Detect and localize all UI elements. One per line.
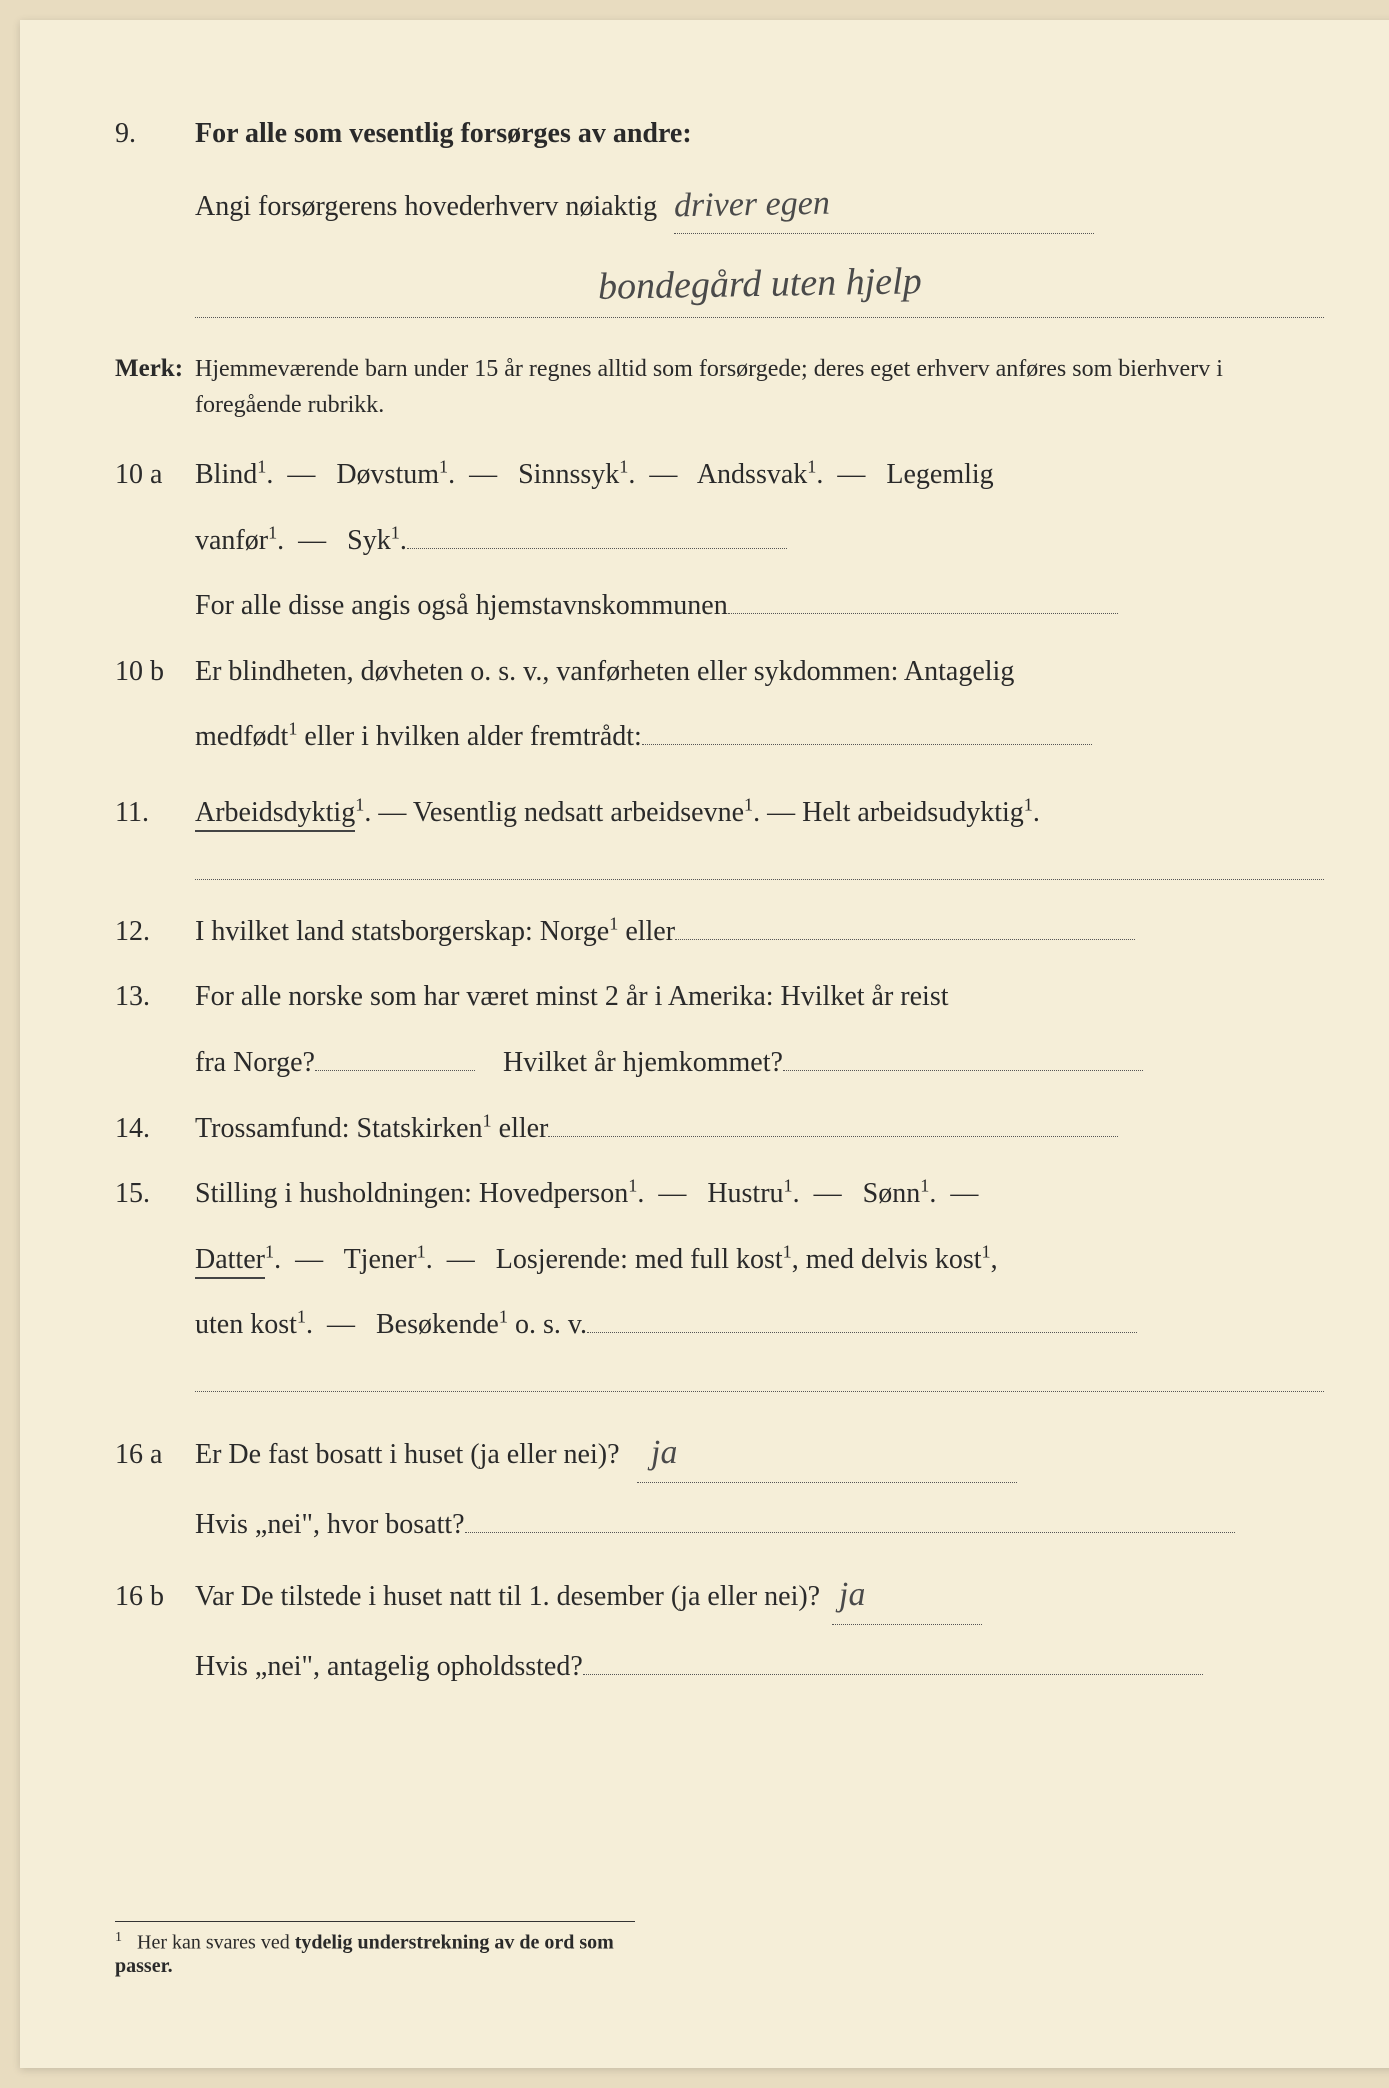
q15-tjener: Tjener [344, 1244, 417, 1275]
q12-prefix: I hvilket land statsborgerskap: Norge [195, 916, 609, 947]
q9-line2: bondegård uten hjelp [115, 252, 1324, 318]
q9-content: For alle som vesentlig forsørges av andr… [195, 110, 1324, 158]
q15-besokende: Besøkende [376, 1309, 499, 1340]
footnote: 1 Her kan svares ved tydelig understrekn… [115, 1921, 635, 1978]
q15-losjerende: Losjerende: med full kost [496, 1244, 783, 1275]
q13-fra: fra Norge? [195, 1047, 315, 1078]
q16a-handwritten: ja [650, 1424, 677, 1482]
q10b-number: 10 b [115, 648, 195, 696]
q10a-legemlig: Legemlig [886, 459, 993, 490]
q12-row: 12. I hvilket land statsborgerskap: Norg… [115, 908, 1324, 956]
q16a-line1: Er De fast bosatt i huset (ja eller nei)… [195, 1439, 620, 1470]
q15-datter: Datter [195, 1244, 265, 1279]
q15-row3: uten kost1. — Besøkende1 o. s. v. [115, 1301, 1324, 1349]
q16a-line2: Hvis „nei", hvor bosatt? [195, 1509, 465, 1540]
q15-hustru: Hustru [707, 1178, 783, 1209]
q10b-mid: eller i hvilken alder fremtrådt: [304, 721, 641, 752]
q10b-line1: Er blindheten, døvheten o. s. v., vanfør… [195, 648, 1324, 696]
q10a-andssvak: Andssvak [697, 459, 807, 490]
q9-number: 9. [115, 110, 195, 158]
q15-uten: uten kost [195, 1309, 297, 1340]
q11-nedsatt: Vesentlig nedsatt arbeidsevne [413, 797, 744, 828]
q12-suffix: eller [625, 916, 675, 947]
q13-row1: 13. For alle norske som har været minst … [115, 973, 1324, 1021]
merk-row: Merk: Hjemmeværende barn under 15 år reg… [115, 348, 1324, 423]
q13-line1: For alle norske som har været minst 2 år… [195, 973, 1324, 1021]
q14-suffix: eller [499, 1113, 549, 1144]
q15-row2: Datter1. — Tjener1. — Losjerende: med fu… [115, 1236, 1324, 1284]
q14-prefix: Trossamfund: Statskirken [195, 1113, 483, 1144]
q10a-row1: 10 a Blind1. — Døvstum1. — Sinnssyk1. — … [115, 451, 1324, 499]
footnote-marker: 1 [115, 1930, 122, 1945]
document-page: 9. For alle som vesentlig forsørges av a… [20, 20, 1389, 2068]
merk-text: Hjemmeværende barn under 15 år regnes al… [195, 351, 1324, 423]
q10a-blind: Blind [195, 459, 257, 490]
q15-sonn: Sønn [863, 1178, 921, 1209]
q15-number: 15. [115, 1170, 195, 1218]
q11-number: 11. [115, 789, 195, 837]
merk-label: Merk: [115, 348, 195, 391]
q11-row: 11. Arbeidsdyktig1. — Vesentlig nedsatt … [115, 789, 1324, 837]
q13-number: 13. [115, 973, 195, 1021]
q16b-number: 16 b [115, 1573, 195, 1621]
q11-blank [115, 855, 1324, 880]
q10a-row3: For alle disse angis også hjemstavnskomm… [115, 582, 1324, 630]
q10a-row2: vanfør1. — Syk1. [115, 517, 1324, 565]
q12-number: 12. [115, 908, 195, 956]
q14-row: 14. Trossamfund: Statskirken1 eller [115, 1105, 1324, 1153]
q9-handwritten2: bondegård uten hjelp [597, 250, 922, 320]
q16b-line2: Hvis „nei", antagelig opholdssted? [195, 1651, 583, 1682]
q10a-sinnssyk: Sinnssyk [518, 459, 619, 490]
q16b-line1: Var De tilstede i huset natt til 1. dese… [195, 1581, 820, 1612]
q10a-syk: Syk [347, 525, 391, 556]
q16b-row2: Hvis „nei", antagelig opholdssted? [115, 1643, 1324, 1691]
q10b-medfodt: medfødt [195, 721, 288, 752]
q16b-row1: 16 b Var De tilstede i huset natt til 1.… [115, 1566, 1324, 1625]
q10b-row2: medfødt1 eller i hvilken alder fremtrådt… [115, 713, 1324, 761]
q10a-vanfor: vanfør [195, 525, 268, 556]
q15-osv: o. s. v. [515, 1309, 587, 1340]
q9-handwritten1: driver egen [674, 174, 831, 235]
q15-delvis: med delvis kost [806, 1244, 982, 1275]
q9-line1-prefix: Angi forsørgerens hovederhverv nøiaktig [195, 191, 657, 222]
q15-row1: 15. Stilling i husholdningen: Hovedperso… [115, 1170, 1324, 1218]
q16b-handwritten: ja [839, 1566, 866, 1624]
q10a-hjemstavn: For alle disse angis også hjemstavnskomm… [195, 590, 728, 621]
q13-row2: fra Norge? Hvilket år hjemkommet? [115, 1039, 1324, 1087]
footnote-text: Her kan svares ved tydelig understreknin… [115, 1932, 614, 1977]
q11-udyktig: Helt arbeidsudyktig [802, 797, 1024, 828]
q9-title: For alle som vesentlig forsørges av andr… [195, 118, 692, 149]
q16a-row2: Hvis „nei", hvor bosatt? [115, 1501, 1324, 1549]
q10b-row1: 10 b Er blindheten, døvheten o. s. v., v… [115, 648, 1324, 696]
q16a-row1: 16 a Er De fast bosatt i huset (ja eller… [115, 1424, 1324, 1483]
q14-number: 14. [115, 1105, 195, 1153]
q9-line1: Angi forsørgerens hovederhverv nøiaktig … [115, 176, 1324, 235]
q11-arbeidsdyktig: Arbeidsdyktig [195, 797, 355, 832]
q15-blank [115, 1367, 1324, 1392]
q16a-number: 16 a [115, 1431, 195, 1479]
q15-hovedperson: Stilling i husholdningen: Hovedperson [195, 1178, 628, 1209]
q13-hjem: Hvilket år hjemkommet? [503, 1047, 783, 1078]
q10a-number: 10 a [115, 451, 195, 499]
q10a-dovstum: Døvstum [336, 459, 439, 490]
q9-row: 9. For alle som vesentlig forsørges av a… [115, 110, 1324, 158]
